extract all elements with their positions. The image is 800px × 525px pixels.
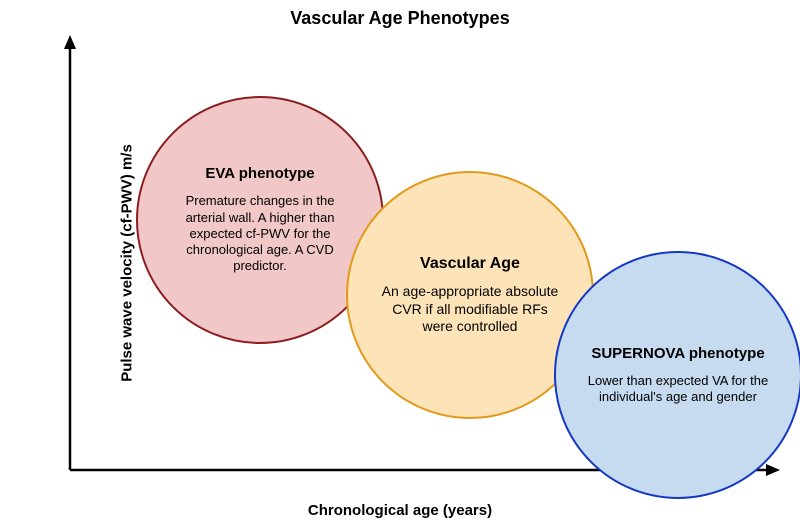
y-axis-arrow [64, 35, 76, 49]
plot-area: EVA phenotype Premature changes in the ar… [60, 35, 780, 480]
bubble-supernova: SUPERNOVA phenotype Lower than expected V… [554, 251, 800, 499]
bubble-vascular-age-title: Vascular Age [420, 254, 520, 273]
bubble-eva-desc: Premature changes in the arterial wall. … [166, 193, 354, 274]
y-axis-label: Pulse wave velocity (cf-PWV) m/s [118, 144, 135, 382]
chart-title: Vascular Age Phenotypes [0, 8, 800, 29]
x-axis-arrow [766, 464, 780, 476]
bubble-vascular-age-desc: An age-appropriate absolute CVR if all m… [376, 283, 564, 336]
bubble-supernova-title: SUPERNOVA phenotype [591, 345, 764, 363]
bubble-supernova-desc: Lower than expected VA for the individua… [584, 373, 772, 406]
bubble-eva-title: EVA phenotype [205, 165, 314, 183]
x-axis-label: Chronological age (years) [308, 502, 492, 519]
